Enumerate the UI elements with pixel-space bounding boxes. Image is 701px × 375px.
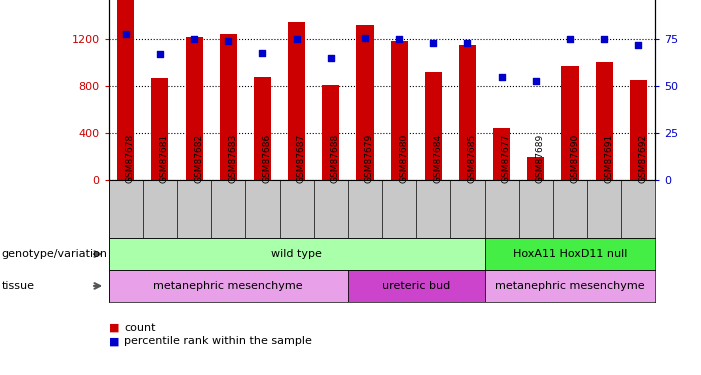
Bar — [356, 26, 374, 180]
Point — [154, 51, 165, 57]
Text: GSM87683: GSM87683 — [229, 134, 237, 183]
Bar — [484, 238, 655, 270]
Bar — [484, 270, 655, 302]
Text: GSM87679: GSM87679 — [365, 134, 374, 183]
Point — [530, 78, 541, 84]
Text: ■: ■ — [109, 323, 119, 333]
Bar — [629, 80, 647, 180]
Bar — [109, 238, 484, 270]
Bar — [348, 270, 484, 302]
Text: GSM87690: GSM87690 — [570, 134, 579, 183]
Point — [360, 34, 371, 40]
Text: GSM87692: GSM87692 — [639, 134, 647, 183]
Text: GSM87688: GSM87688 — [331, 134, 340, 183]
Bar — [109, 270, 348, 302]
Bar — [562, 66, 578, 180]
Bar — [459, 45, 476, 180]
Text: metanephric mesenchyme: metanephric mesenchyme — [154, 281, 303, 291]
Bar — [425, 72, 442, 180]
Point — [120, 31, 131, 37]
Text: tissue: tissue — [1, 281, 34, 291]
Point — [393, 36, 404, 42]
Bar — [254, 77, 271, 180]
Bar — [151, 78, 168, 180]
Text: GSM87677: GSM87677 — [502, 134, 510, 183]
Point — [189, 36, 200, 42]
Bar — [322, 85, 339, 180]
Text: percentile rank within the sample: percentile rank within the sample — [124, 336, 312, 346]
Text: GSM87678: GSM87678 — [125, 134, 135, 183]
Text: ■: ■ — [109, 336, 119, 346]
Point — [496, 74, 508, 80]
Point — [633, 42, 644, 48]
Bar — [288, 22, 305, 180]
Point — [599, 36, 610, 42]
Point — [291, 36, 302, 42]
Text: GSM87680: GSM87680 — [399, 134, 408, 183]
Point — [223, 38, 234, 44]
Bar — [117, 0, 135, 180]
Point — [428, 40, 439, 46]
Bar — [390, 40, 408, 180]
Text: genotype/variation: genotype/variation — [1, 249, 107, 259]
Text: ureteric bud: ureteric bud — [382, 281, 450, 291]
Text: GSM87686: GSM87686 — [262, 134, 271, 183]
Point — [325, 55, 336, 61]
Point — [564, 36, 576, 42]
Text: GSM87682: GSM87682 — [194, 134, 203, 183]
Text: HoxA11 HoxD11 null: HoxA11 HoxD11 null — [513, 249, 627, 259]
Text: GSM87684: GSM87684 — [433, 134, 442, 183]
Point — [257, 50, 268, 55]
Text: GSM87681: GSM87681 — [160, 134, 169, 183]
Text: GSM87687: GSM87687 — [297, 134, 306, 183]
Bar — [527, 157, 545, 180]
Text: GSM87689: GSM87689 — [536, 134, 545, 183]
Bar — [596, 62, 613, 180]
Text: metanephric mesenchyme: metanephric mesenchyme — [495, 281, 645, 291]
Bar — [493, 128, 510, 180]
Bar — [219, 33, 237, 180]
Bar — [186, 37, 203, 180]
Text: count: count — [124, 323, 156, 333]
Text: GSM87685: GSM87685 — [468, 134, 477, 183]
Text: GSM87691: GSM87691 — [604, 134, 613, 183]
Point — [462, 40, 473, 46]
Text: wild type: wild type — [271, 249, 322, 259]
